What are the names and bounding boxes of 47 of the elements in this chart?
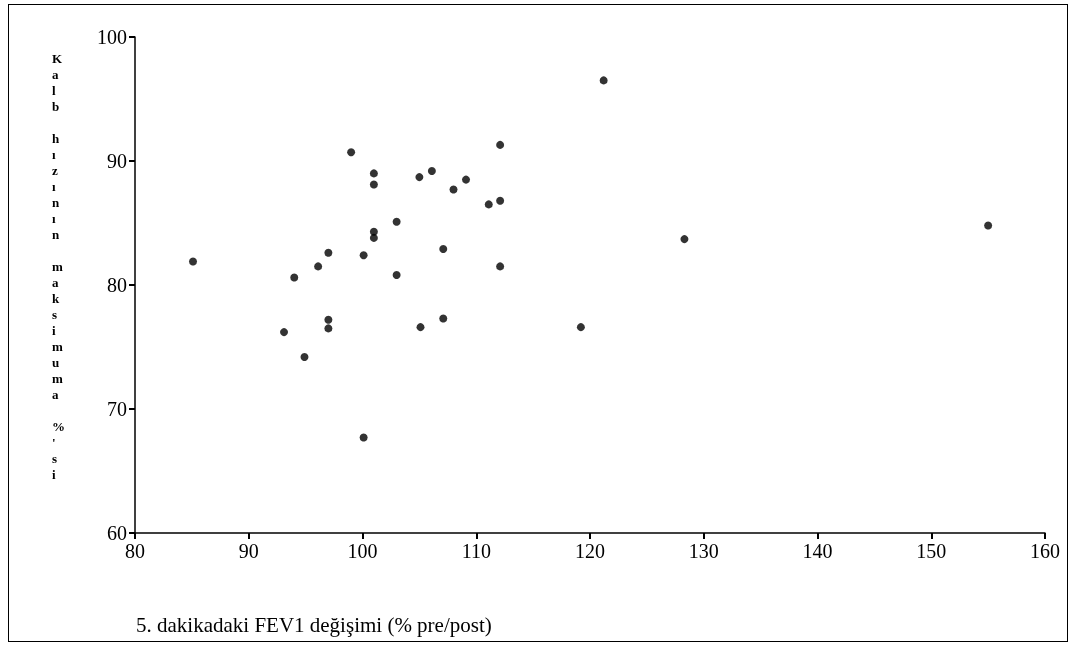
point (496, 140, 505, 149)
point (415, 173, 424, 182)
point (369, 233, 378, 242)
x-tick-label: 110 (461, 540, 491, 562)
point (369, 180, 378, 189)
point (359, 251, 368, 260)
x-tick-label: 160 (1030, 540, 1060, 562)
point (576, 323, 585, 332)
point (496, 196, 505, 205)
point (680, 235, 689, 244)
point (359, 433, 368, 442)
point (416, 323, 425, 332)
x-tick-label: 80 (125, 540, 145, 562)
point (280, 328, 289, 337)
point (314, 262, 323, 271)
point (427, 166, 436, 175)
point (290, 273, 299, 282)
x-tick-label: 140 (802, 540, 833, 562)
point (496, 262, 505, 271)
y-tick-label: 80 (107, 274, 127, 296)
point (484, 200, 493, 209)
x-tick-label: 150 (916, 540, 947, 562)
y-tick-label: 70 (107, 398, 127, 420)
y-tick-label: 100 (97, 26, 127, 48)
x-tick-label: 100 (347, 540, 378, 562)
point (449, 185, 458, 194)
point (439, 245, 448, 254)
y-tick-label: 60 (107, 522, 127, 544)
x-tick-label: 130 (688, 540, 719, 562)
point (599, 76, 608, 85)
point (392, 271, 401, 280)
point (347, 148, 356, 157)
x-tick-label: 120 (575, 540, 605, 562)
x-axis-title: 5. dakikadaki FEV1 değişimi (% pre/post) (136, 612, 492, 637)
y-tick-label: 90 (107, 150, 127, 172)
point (324, 248, 333, 257)
point (324, 315, 333, 324)
point (369, 169, 378, 178)
x-tick-label: 90 (238, 540, 259, 562)
point (984, 221, 993, 230)
point (300, 352, 309, 361)
point (189, 257, 198, 266)
point (439, 314, 448, 323)
text: Kalb hızının maksimuma %'si (52, 50, 65, 482)
point (392, 217, 401, 226)
point (324, 324, 333, 333)
point (462, 175, 471, 184)
